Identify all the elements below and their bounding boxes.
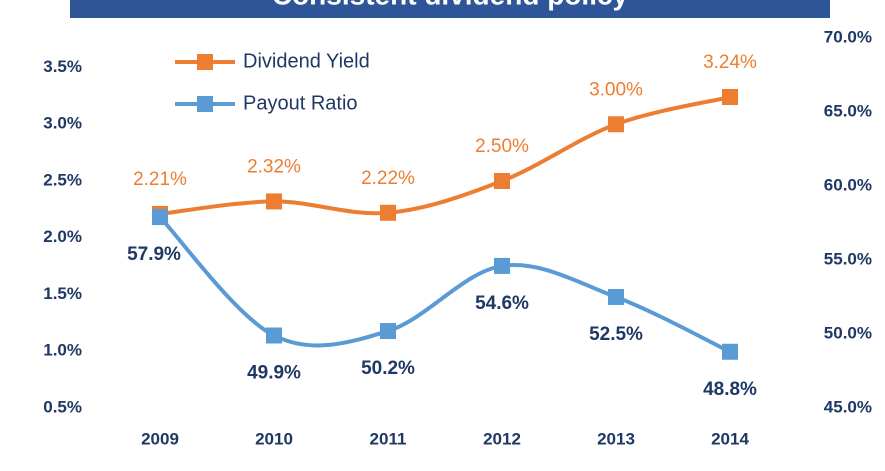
x-tick-label: 2010 [255,429,293,448]
legend-marker [197,54,213,70]
y2-tick-label: 50.0% [824,323,872,342]
marker [722,89,738,106]
marker [266,327,282,344]
legend-label: Dividend Yield [243,50,370,72]
marker [380,204,396,221]
y-tick-label: 3.5% [43,57,82,76]
data-label: 49.9% [247,362,301,383]
y-tick-label: 1.0% [43,341,82,360]
series-line [158,215,731,354]
data-label: 54.6% [475,293,529,314]
data-label: 2.22% [361,168,415,189]
data-label: 3.00% [589,79,643,100]
marker [494,173,510,190]
x-tick-label: 2014 [711,429,749,448]
marker [722,343,738,360]
y2-tick-label: 70.0% [824,27,872,46]
y-tick-label: 2.0% [43,227,82,246]
title-banner [70,0,830,18]
legend-label: Payout Ratio [243,92,358,114]
data-label: 48.8% [703,379,757,400]
y-tick-label: 2.5% [43,170,82,189]
x-tick-label: 2013 [597,429,635,448]
y2-tick-label: 60.0% [824,175,872,194]
x-tick-label: 2012 [483,429,521,448]
marker [152,209,168,226]
y2-tick-label: 55.0% [824,249,872,268]
y-tick-label: 3.0% [43,114,82,133]
marker [608,289,624,305]
series-line [159,95,731,216]
y2-tick-label: 45.0% [824,397,872,416]
data-label: 2.21% [133,169,187,190]
data-label: 3.24% [703,52,757,73]
data-label: 57.9% [127,244,181,265]
x-tick-label: 2011 [370,429,407,448]
marker [494,257,510,274]
y2-tick-label: 65.0% [824,101,872,120]
marker [380,323,396,340]
marker [608,116,624,133]
chart-title: Consistent dividend policy [272,0,629,10]
data-label: 50.2% [361,358,415,379]
data-label: 2.50% [475,136,529,157]
data-label: 2.32% [247,156,301,177]
y-tick-label: 0.5% [43,397,82,416]
data-label: 52.5% [589,324,643,345]
x-tick-label: 2009 [141,429,179,448]
y-tick-label: 1.5% [43,284,82,303]
legend-marker [197,96,213,112]
marker [266,193,282,210]
